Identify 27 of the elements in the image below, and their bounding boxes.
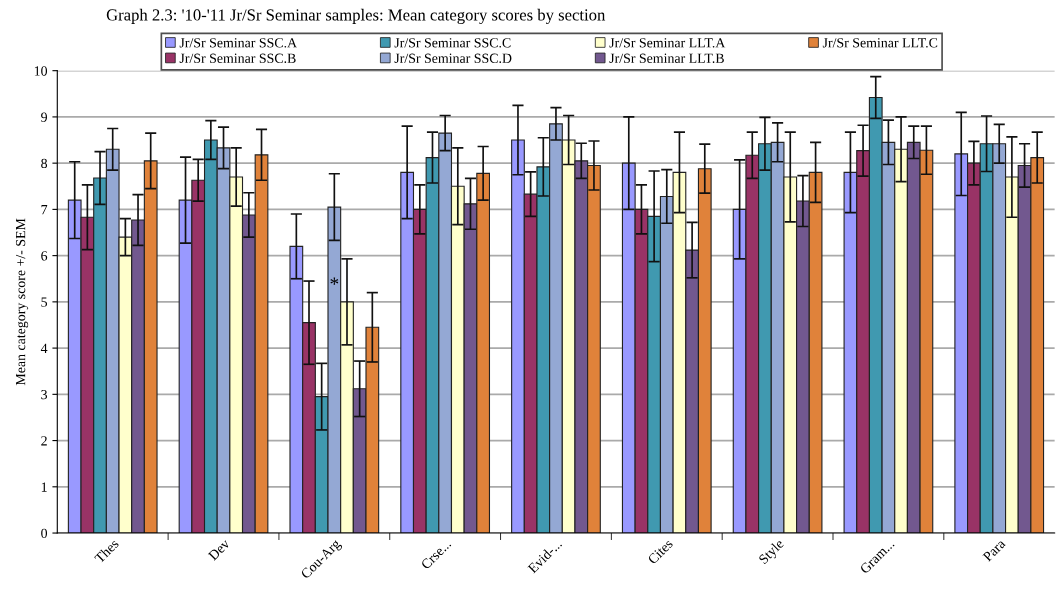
legend-label: Jr/Sr Seminar SSC.D — [394, 53, 512, 63]
y-tick-label: 8 — [41, 158, 48, 169]
x-tick-label: Style — [758, 538, 787, 567]
x-tick-label: Para — [982, 538, 1006, 562]
y-tick-label: 9 — [41, 112, 47, 122]
y-axis-title: Mean category score +/- SEM — [15, 218, 29, 386]
legend-label: Jr/Sr Seminar LLT.B — [609, 53, 724, 63]
x-tick-label: Cites — [647, 538, 674, 565]
y-tick-label: 2 — [41, 436, 47, 446]
y-tick-label: 5 — [41, 297, 48, 307]
y-tick-label: 0 — [41, 528, 48, 538]
chart-title: Graph 2.3: '10-'11 Jr/Sr Seminar samples: Mean category scores by section — [106, 8, 606, 24]
legend-label: Jr/Sr Seminar LLT.A — [609, 38, 726, 48]
legend-label: Jr/Sr Seminar SSC.B — [179, 53, 296, 63]
x-tick-label: Crse... — [420, 538, 452, 570]
y-tick-label: 4 — [40, 343, 48, 353]
y-tick-label: 1 — [41, 482, 47, 492]
x-tick-label: Thes — [93, 538, 120, 564]
y-tick-label: 7 — [41, 205, 48, 215]
annotation: * — [330, 277, 339, 285]
legend-label: Jr/Sr Seminar SSC.C — [394, 38, 511, 48]
x-tick-label: Dev — [207, 538, 231, 561]
y-tick-label: 10 — [34, 66, 48, 76]
y-tick-label: 3 — [41, 389, 48, 400]
y-tick-label: 6 — [41, 251, 48, 261]
legend-label: Jr/Sr Seminar LLT.C — [822, 38, 938, 48]
legend-label: Jr/Sr Seminar SSC.A — [179, 38, 297, 48]
